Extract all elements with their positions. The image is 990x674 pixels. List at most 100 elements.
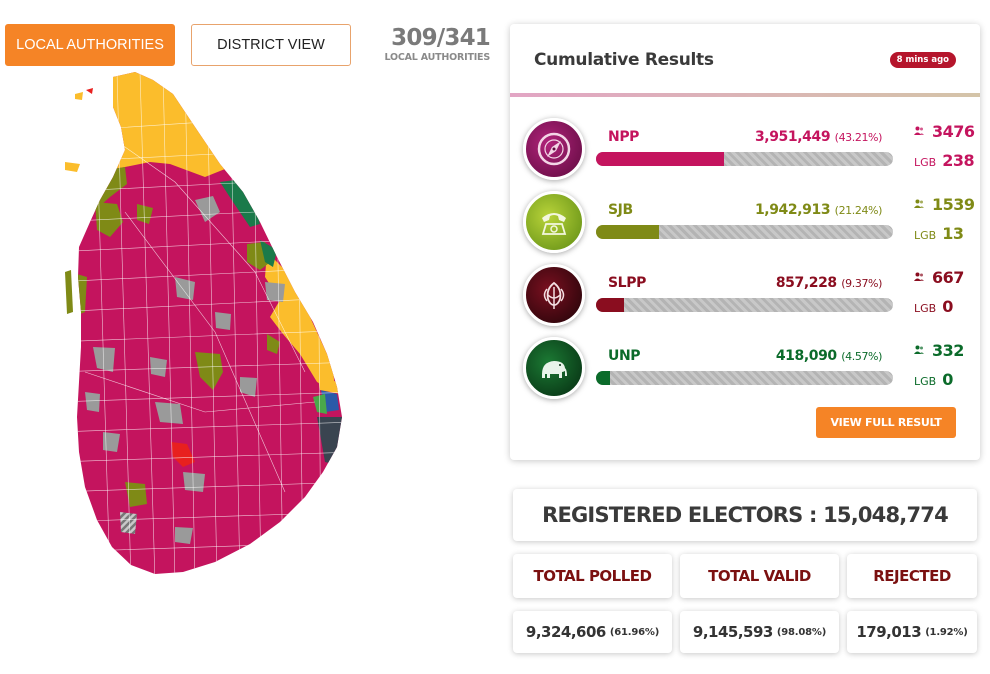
- total-valid-label: TOTAL VALID: [680, 554, 839, 598]
- region-grey-8[interactable]: [103, 432, 120, 452]
- results-title: Cumulative Results: [534, 50, 714, 70]
- region-grey-4[interactable]: [93, 347, 115, 372]
- polled-number: 9,324,606: [525, 623, 606, 641]
- region-red[interactable]: [171, 442, 195, 467]
- seat-count: 332: [932, 340, 964, 360]
- votes-percent: (21.24%): [834, 204, 883, 217]
- seat-count: 667: [932, 267, 964, 287]
- party-name: SLPP: [608, 275, 646, 291]
- total-polled-value: 9,324,606 (61.96%): [513, 611, 672, 653]
- view-full-result-button[interactable]: VIEW FULL RESULT: [816, 407, 956, 438]
- region-hatched[interactable]: [120, 512, 137, 534]
- region-olive-5[interactable]: [267, 334, 280, 354]
- authority-counter: 309/341 LOCAL AUTHORITIES: [380, 24, 490, 63]
- region-grey-3[interactable]: [265, 282, 285, 302]
- vote-share-bar: [596, 152, 893, 166]
- lgb-count: 0: [942, 297, 953, 316]
- elephant-icon: [523, 337, 585, 399]
- seat-counts: 3476 LGB 238: [914, 119, 976, 170]
- party-row-sjb[interactable]: SJB 1,942,913 (21.24%) 1539 LGB 13: [510, 190, 980, 260]
- region-islet-1[interactable]: [75, 92, 83, 100]
- sri-lanka-map[interactable]: [55, 72, 355, 582]
- seat-counts: 1539 LGB 13: [914, 192, 976, 243]
- lgb-label: LGB: [914, 375, 937, 388]
- region-jaffna-red[interactable]: [86, 88, 93, 94]
- region-grey-12[interactable]: [215, 312, 231, 330]
- region-grey-10[interactable]: [150, 357, 167, 377]
- region-olive-2[interactable]: [137, 204, 153, 224]
- lgb-label: LGB: [914, 156, 937, 169]
- region-main[interactable]: [77, 72, 342, 574]
- counter-value: 309/341: [391, 25, 491, 51]
- bud-icon: [523, 264, 585, 326]
- region-grey-2[interactable]: [175, 277, 195, 300]
- updated-badge: 8 mins ago: [889, 52, 956, 68]
- party-name: UNP: [608, 348, 641, 364]
- region-grey-6[interactable]: [155, 402, 183, 424]
- votes-percent: (9.37%): [841, 277, 882, 290]
- lgb-label: LGB: [914, 302, 937, 315]
- person-icon: [914, 341, 924, 359]
- region-grey-9[interactable]: [175, 527, 193, 544]
- region-olive-3[interactable]: [195, 352, 223, 390]
- party-name: NPP: [608, 129, 640, 145]
- region-kalpitiya[interactable]: [65, 270, 73, 314]
- region-ampara-yellow[interactable]: [317, 372, 341, 394]
- seat-count: 3476: [932, 121, 975, 141]
- party-votes: 857,228 (9.37%): [775, 275, 883, 291]
- votes-value: 418,090: [775, 348, 837, 364]
- person-icon: [914, 268, 924, 286]
- local-authorities-button[interactable]: LOCAL AUTHORITIES: [5, 24, 175, 66]
- region-olive-4[interactable]: [125, 482, 147, 507]
- region-batticaloa-green[interactable]: [260, 240, 277, 267]
- lgb-count: 238: [942, 151, 975, 170]
- vote-share-bar: [596, 298, 893, 312]
- region-ampara-green[interactable]: [313, 394, 327, 414]
- lgb-count: 13: [942, 224, 964, 243]
- region-east-slmc[interactable]: [220, 180, 260, 227]
- region-grey-7[interactable]: [183, 472, 205, 492]
- vote-share-fill: [596, 225, 660, 239]
- rejected-label: REJECTED: [847, 554, 977, 598]
- person-icon: [914, 122, 924, 140]
- party-votes: 1,942,913 (21.24%): [755, 202, 882, 218]
- vote-share-bar: [596, 371, 893, 385]
- region-north[interactable]: [75, 72, 230, 177]
- map-regions[interactable]: [55, 72, 355, 582]
- party-votes: 418,090 (4.57%): [775, 348, 883, 364]
- party-row-unp[interactable]: UNP 418,090 (4.57%) 332 LGB 0: [510, 336, 980, 406]
- region-grey-5[interactable]: [240, 377, 257, 397]
- votes-percent: (43.21%): [834, 131, 883, 144]
- vote-share-fill: [596, 371, 610, 385]
- compass-icon: [523, 118, 585, 180]
- seat-counts: 667 LGB 0: [914, 265, 976, 316]
- lgb-label: LGB: [914, 229, 937, 242]
- party-row-slpp[interactable]: SLPP 857,228 (9.37%) 667 LGB 0: [510, 263, 980, 333]
- lgb-count: 0: [942, 370, 953, 389]
- registered-electors: REGISTERED ELECTORS : 15,048,774: [513, 489, 977, 541]
- votes-value: 3,951,449: [754, 129, 831, 145]
- party-name: SJB: [608, 202, 633, 218]
- rejected-percent: (1.92%): [925, 626, 968, 638]
- cumulative-results-card: Cumulative Results 8 mins ago NPP 3,951,…: [510, 24, 980, 460]
- person-icon: [914, 195, 924, 213]
- seat-counts: 332 LGB 0: [914, 338, 976, 389]
- rejected-value: 179,013 (1.92%): [847, 611, 977, 653]
- votes-value: 857,228: [775, 275, 837, 291]
- total-polled-label: TOTAL POLLED: [513, 554, 672, 598]
- votes-percent: (4.57%): [841, 350, 882, 363]
- region-grey-1[interactable]: [195, 196, 220, 222]
- party-row-npp[interactable]: NPP 3,951,449 (43.21%) 3476 LGB 238: [510, 117, 980, 187]
- polled-percent: (61.96%): [609, 626, 660, 638]
- rejected-number: 179,013: [856, 623, 922, 641]
- card-divider: [510, 93, 980, 97]
- region-islet-2[interactable]: [65, 162, 80, 172]
- district-view-button[interactable]: DISTRICT VIEW: [191, 24, 351, 66]
- vote-share-fill: [596, 152, 725, 166]
- valid-number: 9,145,593: [692, 623, 773, 641]
- seat-count: 1539: [932, 194, 975, 214]
- region-grey-11[interactable]: [85, 392, 100, 412]
- valid-percent: (98.08%): [776, 626, 827, 638]
- party-votes: 3,951,449 (43.21%): [755, 129, 882, 145]
- votes-value: 1,942,913: [754, 202, 831, 218]
